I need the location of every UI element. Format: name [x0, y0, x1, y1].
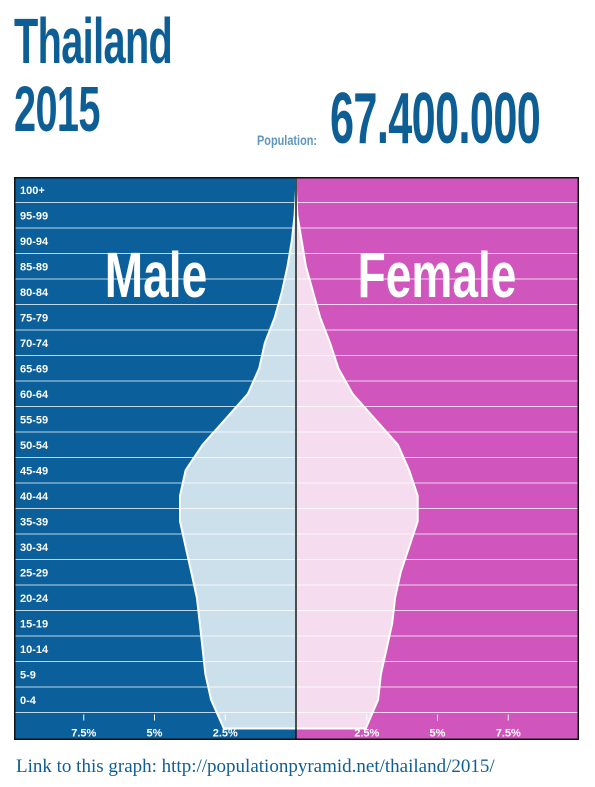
male-label: Male [105, 240, 207, 311]
year-title: 2015 [14, 73, 100, 145]
age-group-label: 65-69 [20, 363, 48, 375]
x-tick-label: 7.5% [496, 728, 521, 740]
age-group-label: 35-39 [20, 516, 48, 528]
age-group-label: 25-29 [20, 567, 48, 579]
x-tick-label: 7.5% [71, 728, 96, 740]
population-pyramid-chart: 0-4 5-9 10-14 15-19 20-24 25-29 30-34 35-39 40-4… [14, 177, 579, 740]
age-group-label: 40-44 [20, 491, 49, 503]
age-group-label: 90-94 [20, 236, 49, 248]
female-label: Female [358, 240, 517, 311]
age-group-label: 45-49 [20, 465, 48, 477]
chart-border [14, 177, 579, 740]
age-group-label: 30-34 [20, 542, 49, 554]
graph-link[interactable]: Link to this graph: http://populationpyr… [16, 756, 495, 777]
age-group-label: 75-79 [20, 312, 48, 324]
age-group-label: 60-64 [20, 389, 49, 401]
population-label: Population: [257, 132, 318, 148]
population-value: 67.400.000 [330, 79, 541, 159]
age-group-label: 10-14 [20, 644, 49, 656]
age-group-label: 95-99 [20, 210, 48, 222]
age-group-label: 100+ [20, 185, 45, 197]
country-title: Thailand [14, 5, 173, 77]
age-group-label: 50-54 [20, 440, 49, 452]
x-tick-label: 5% [147, 728, 163, 740]
age-group-label: 85-89 [20, 261, 48, 273]
x-tick-label: 2.5% [354, 728, 379, 740]
age-group-label: 5-9 [20, 669, 36, 681]
x-tick-label: 2.5% [213, 728, 238, 740]
age-group-label: 20-24 [20, 593, 49, 605]
age-group-label: 55-59 [20, 414, 48, 426]
x-tick-label: 5% [430, 728, 446, 740]
age-group-label: 0-4 [20, 695, 37, 707]
age-group-label: 15-19 [20, 618, 48, 630]
age-group-label: 70-74 [20, 338, 49, 350]
female-population-area [295, 177, 419, 730]
age-group-label: 80-84 [20, 287, 49, 299]
male-population-area [179, 177, 297, 730]
